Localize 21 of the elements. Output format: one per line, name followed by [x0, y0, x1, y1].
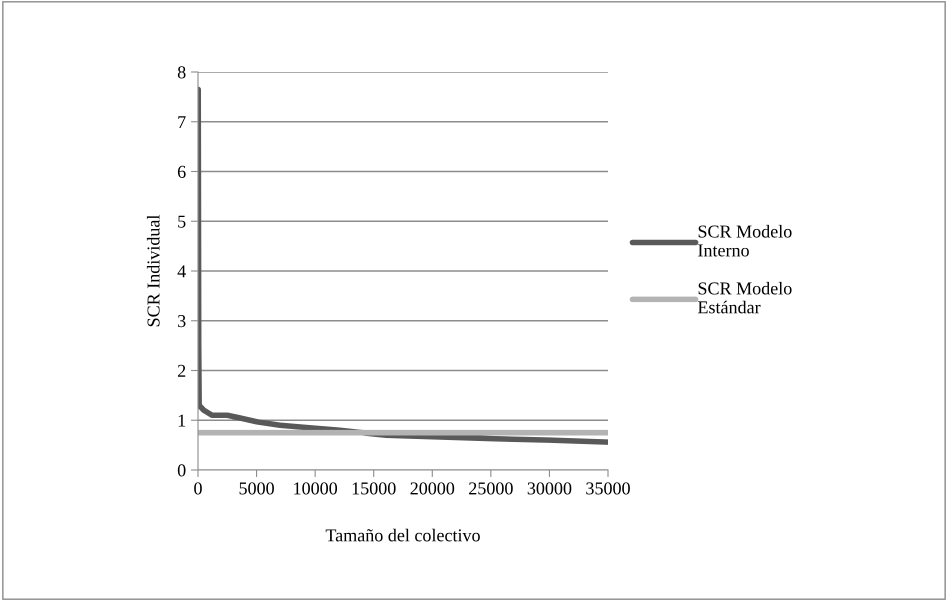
y-axis-title: SCR Individual — [146, 214, 160, 326]
legend-label: SCR Modelo Estándar — [698, 282, 792, 314]
x-tick-label: 5000 — [240, 482, 274, 495]
x-tick-label: 0 — [194, 482, 202, 495]
x-axis-title: Tamaño del colectivo — [326, 528, 480, 542]
y-tick-label: 0 — [178, 464, 186, 476]
y-tick-label: 2 — [178, 364, 186, 377]
y-tick-label: 8 — [178, 66, 186, 78]
y-tick-label: 6 — [178, 166, 186, 178]
x-tick-label: 30000 — [528, 482, 572, 495]
legend-label: SCR Modelo Interno — [698, 224, 792, 256]
y-tick-label: 7 — [178, 116, 186, 128]
x-tick-label: 10000 — [294, 482, 338, 495]
x-tick-label: 35000 — [586, 482, 630, 495]
x-tick-label: 20000 — [410, 482, 454, 495]
y-tick-label: 3 — [178, 315, 186, 328]
x-tick-label: 15000 — [352, 482, 396, 495]
y-tick-label: 4 — [178, 265, 186, 278]
y-tick-label: 5 — [178, 216, 186, 228]
y-tick-label: 1 — [178, 414, 186, 427]
x-tick-label: 25000 — [469, 482, 513, 495]
